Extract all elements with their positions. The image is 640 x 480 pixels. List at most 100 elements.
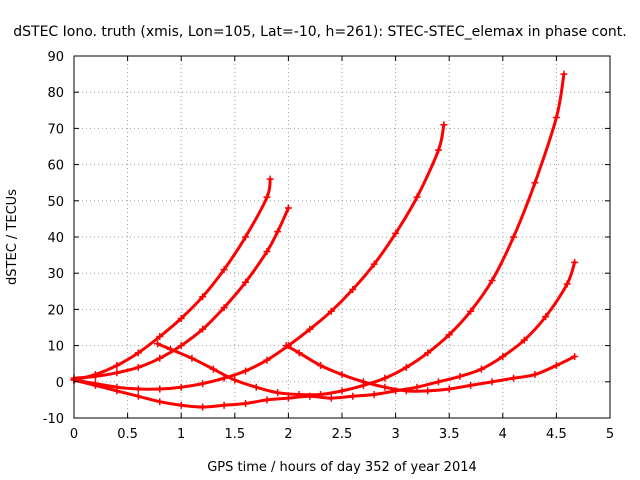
data-point-marker xyxy=(199,293,207,301)
data-point-marker xyxy=(571,352,579,360)
data-point-marker xyxy=(467,307,475,315)
y-tick-label: 30 xyxy=(47,267,64,282)
y-tick-label: 70 xyxy=(47,122,64,137)
data-point-marker xyxy=(306,392,314,400)
chart-title: dSTEC Iono. truth (xmis, Lon=105, Lat=-1… xyxy=(13,24,626,40)
data-point-marker xyxy=(177,401,185,409)
y-tick-label: 60 xyxy=(47,159,64,174)
data-point-marker xyxy=(488,378,496,386)
x-tick-label: 4 xyxy=(499,427,507,442)
data-point-marker xyxy=(370,260,378,268)
series-sat-3 xyxy=(70,121,448,393)
data-point-marker xyxy=(359,378,367,386)
data-point-marker xyxy=(91,381,99,389)
series-line xyxy=(72,260,577,409)
data-point-marker xyxy=(134,349,142,357)
x-tick-label: 2.5 xyxy=(332,427,353,442)
data-point-marker xyxy=(231,376,239,384)
data-point-marker xyxy=(242,233,250,241)
data-point-marker xyxy=(166,345,174,353)
data-point-marker xyxy=(327,394,335,402)
y-tick-label: 0 xyxy=(56,376,64,391)
data-point-marker xyxy=(520,336,528,344)
data-point-marker xyxy=(156,354,164,362)
data-point-marker xyxy=(220,304,228,312)
data-point-marker xyxy=(113,362,121,370)
data-point-marker xyxy=(571,258,579,266)
data-point-marker xyxy=(263,396,271,404)
x-tick-label: 0 xyxy=(70,427,78,442)
data-point-marker xyxy=(531,371,539,379)
data-point-marker xyxy=(156,333,164,341)
data-point-marker xyxy=(282,342,290,350)
data-point-marker xyxy=(177,314,185,322)
data-point-marker xyxy=(381,374,389,382)
data-point-marker xyxy=(154,340,162,348)
data-point-marker xyxy=(370,390,378,398)
data-point-marker xyxy=(274,228,282,236)
series-sat-4 xyxy=(154,70,568,398)
data-point-marker xyxy=(510,233,518,241)
data-point-marker xyxy=(552,362,560,370)
data-point-marker xyxy=(295,349,303,357)
data-point-marker xyxy=(199,325,207,333)
data-point-marker xyxy=(327,307,335,315)
y-tick-label: 90 xyxy=(47,50,64,65)
data-point-marker xyxy=(220,401,228,409)
data-point-marker xyxy=(177,383,185,391)
data-point-marker xyxy=(317,362,325,370)
x-tick-label: 3.5 xyxy=(439,427,460,442)
data-point-marker xyxy=(531,179,539,187)
x-tick-label: 1 xyxy=(177,427,185,442)
data-point-marker xyxy=(263,356,271,364)
data-point-marker xyxy=(284,204,292,212)
data-point-marker xyxy=(563,280,571,288)
data-point-marker xyxy=(156,398,164,406)
x-axis-label: GPS time / hours of day 352 of year 2014 xyxy=(207,460,477,475)
data-point-marker xyxy=(488,276,496,284)
series-sat-2 xyxy=(70,204,292,382)
x-tick-label: 5 xyxy=(606,427,614,442)
data-point-marker xyxy=(113,369,121,377)
y-tick-label: 80 xyxy=(47,86,64,101)
data-point-marker xyxy=(263,193,271,201)
data-point-marker xyxy=(542,313,550,321)
data-point-marker xyxy=(209,365,217,373)
data-point-marker xyxy=(306,325,314,333)
data-point-marker xyxy=(113,387,121,395)
data-point-marker xyxy=(477,365,485,373)
data-point-marker xyxy=(440,121,448,129)
data-point-marker xyxy=(402,387,410,395)
grid-layer xyxy=(74,56,610,418)
data-point-marker xyxy=(188,354,196,362)
data-point-marker xyxy=(456,372,464,380)
data-point-marker xyxy=(552,114,560,122)
x-tick-label: 2 xyxy=(284,427,292,442)
data-point-marker xyxy=(349,285,357,293)
data-point-marker xyxy=(199,403,207,411)
data-point-marker xyxy=(266,175,274,183)
data-point-marker xyxy=(424,349,432,357)
data-point-marker xyxy=(338,371,346,379)
data-point-marker xyxy=(445,331,453,339)
data-point-marker xyxy=(91,372,99,380)
data-point-marker xyxy=(242,278,250,286)
x-tick-label: 1.5 xyxy=(224,427,245,442)
data-point-marker xyxy=(499,352,507,360)
data-point-marker xyxy=(274,389,282,397)
data-point-marker xyxy=(413,193,421,201)
y-tick-label: 10 xyxy=(47,340,64,355)
data-point-marker xyxy=(467,381,475,389)
data-point-marker xyxy=(510,374,518,382)
data-point-marker xyxy=(392,229,400,237)
data-point-marker xyxy=(560,70,568,78)
data-point-marker xyxy=(381,383,389,391)
y-tick-label: 40 xyxy=(47,231,64,246)
data-point-marker xyxy=(424,387,432,395)
data-point-marker xyxy=(242,367,250,375)
data-point-marker xyxy=(220,266,228,274)
series-layer xyxy=(70,70,579,411)
data-point-marker xyxy=(445,385,453,393)
data-point-marker xyxy=(134,392,142,400)
